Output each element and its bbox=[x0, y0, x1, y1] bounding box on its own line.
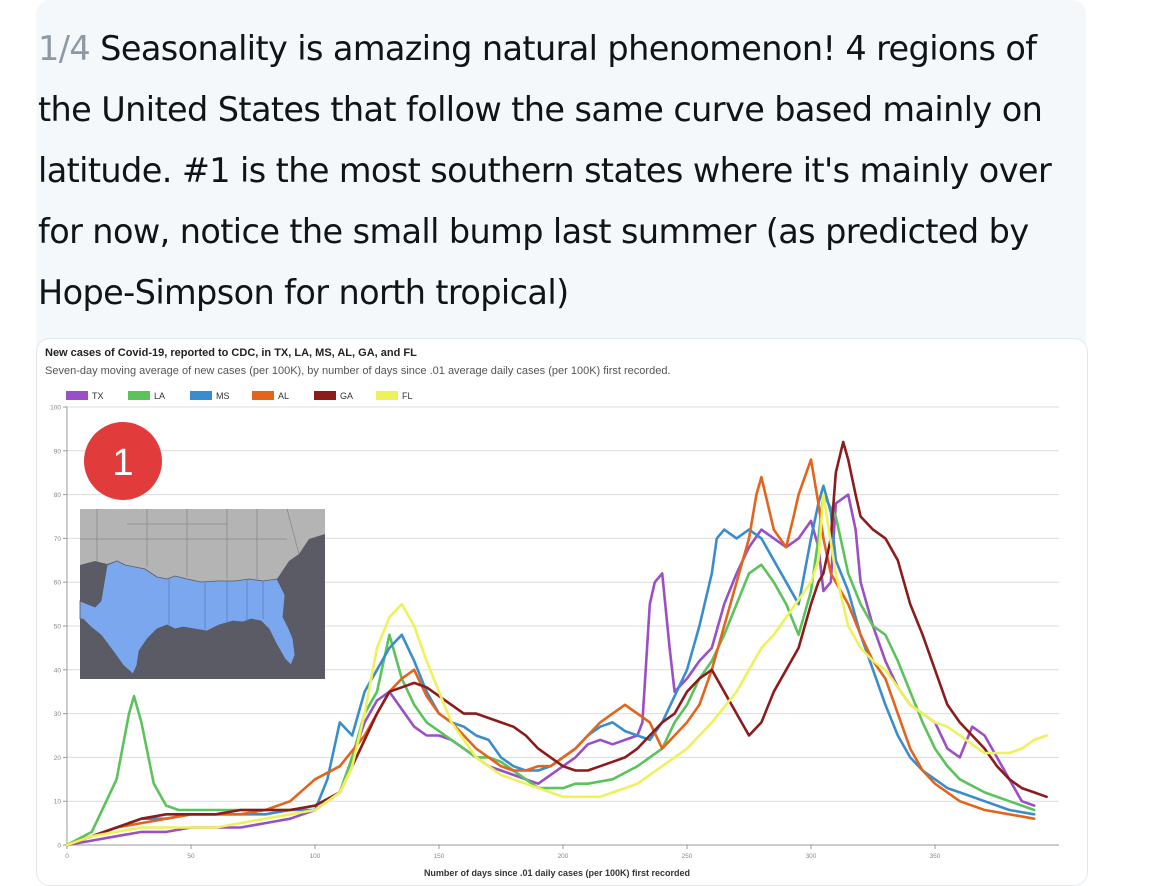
y-tick-label-50: 50 bbox=[54, 624, 62, 631]
y-tick-label-90: 90 bbox=[54, 448, 62, 455]
x-tick-label-50: 50 bbox=[187, 853, 195, 860]
chart-legend: TX LA MS AL GA FL bbox=[66, 391, 413, 401]
y-tick-label-30: 30 bbox=[54, 711, 62, 718]
x-tick-label-350: 350 bbox=[930, 853, 941, 860]
region-badge-number: 1 bbox=[112, 442, 133, 484]
y-tick-label-40: 40 bbox=[54, 667, 62, 674]
series-line-fl bbox=[65, 493, 1048, 847]
region-badge bbox=[84, 422, 162, 500]
covid-cases-chart: New cases of Covid-19, reported to CDC, … bbox=[45, 347, 1059, 878]
legend-swatch-tx bbox=[66, 391, 88, 400]
x-tick-label-300: 300 bbox=[806, 853, 817, 860]
series-line-al bbox=[65, 458, 1036, 847]
y-tick-label-60: 60 bbox=[54, 580, 62, 587]
x-axis-label: Number of days since .01 daily cases (pe… bbox=[424, 868, 690, 878]
x-axis: 0 50 100 150 200 250 300 350 bbox=[65, 844, 1059, 860]
legend-label-la: LA bbox=[154, 391, 165, 401]
tweet-body: Seasonality is amazing natural phenomeno… bbox=[38, 29, 1052, 312]
legend-label-tx: TX bbox=[92, 391, 104, 401]
y-tick-label-80: 80 bbox=[54, 492, 62, 499]
chart-card[interactable]: New cases of Covid-19, reported to CDC, … bbox=[36, 338, 1088, 886]
map-highlight-states bbox=[79, 560, 296, 675]
y-tick-label-100: 100 bbox=[50, 405, 61, 412]
map-land bbox=[80, 509, 325, 582]
map-borders bbox=[80, 508, 300, 629]
x-tick-label-100: 100 bbox=[310, 853, 321, 860]
legend-swatch-al bbox=[252, 391, 274, 400]
legend-label-fl: FL bbox=[402, 391, 413, 401]
chart-subtitle: Seven-day moving average of new cases (p… bbox=[45, 365, 671, 377]
thread-counter: 1/4 bbox=[38, 29, 91, 68]
legend-label-al: AL bbox=[278, 391, 289, 401]
series-line-ms bbox=[65, 484, 1036, 847]
chart-series bbox=[65, 440, 1048, 847]
y-tick-label-0: 0 bbox=[57, 843, 61, 850]
legend-swatch-ga bbox=[314, 391, 336, 400]
tweet-text: 1/4 Seasonality is amazing natural pheno… bbox=[38, 18, 1098, 323]
y-tick-label-10: 10 bbox=[54, 799, 62, 806]
x-tick-label-0: 0 bbox=[65, 853, 69, 860]
legend-swatch-ms bbox=[190, 391, 212, 400]
legend-label-ga: GA bbox=[340, 391, 353, 401]
legend-swatch-la bbox=[128, 391, 150, 400]
x-tick-label-150: 150 bbox=[434, 853, 445, 860]
inset-map: 1 bbox=[79, 422, 325, 679]
legend-label-ms: MS bbox=[216, 391, 230, 401]
y-tick-label-70: 70 bbox=[54, 536, 62, 543]
x-tick-label-200: 200 bbox=[558, 853, 569, 860]
x-tick-label-250: 250 bbox=[682, 853, 693, 860]
y-axis: 0 10 20 30 40 50 60 70 80 90 100 bbox=[50, 405, 68, 850]
chart-title: New cases of Covid-19, reported to CDC, … bbox=[45, 347, 417, 359]
legend-swatch-fl bbox=[376, 391, 398, 400]
y-tick-label-20: 20 bbox=[54, 755, 62, 762]
